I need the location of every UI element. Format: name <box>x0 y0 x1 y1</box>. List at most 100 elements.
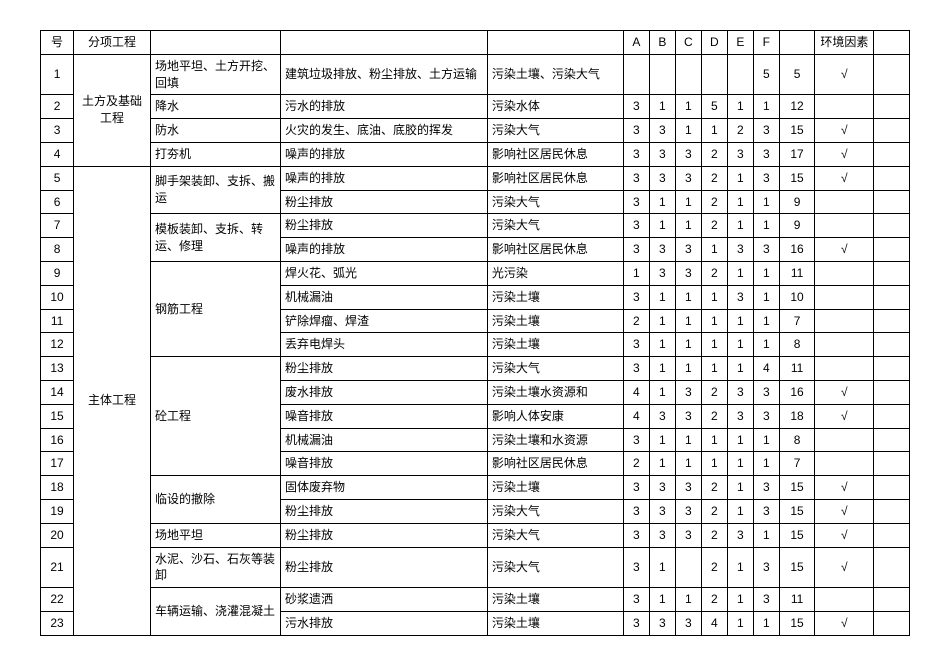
cell-num: 11 <box>41 309 74 333</box>
cell-E <box>727 54 753 95</box>
table-row: 5 主体工程 脚手架装卸、支拆、搬运 噪声的排放 影响社区居民休息 3 3 3 … <box>41 166 910 190</box>
cell-sub: 砼工程 <box>150 357 280 476</box>
cell-env: √ <box>815 142 874 166</box>
cell-sum: 12 <box>779 95 814 119</box>
cell-E: 3 <box>727 238 753 262</box>
table-row: 1 土方及基础工程 场地平坦、土方开挖、回填 建筑垃圾排放、粉尘排放、土方运输 … <box>41 54 910 95</box>
cell-sub: 场地平坦、土方开挖、回填 <box>150 54 280 95</box>
cell-sub: 降水 <box>150 95 280 119</box>
cell-sub: 车辆运输、浇灌混凝土 <box>150 588 280 636</box>
cell-eff: 污染土壤 <box>487 309 623 333</box>
cell-last <box>874 452 910 476</box>
cell-sum: 11 <box>779 357 814 381</box>
cell-A: 3 <box>623 190 649 214</box>
cell-sub: 临设的撤除 <box>150 476 280 524</box>
cell-sum: 7 <box>779 452 814 476</box>
cell-A: 3 <box>623 119 649 143</box>
cell-F: 3 <box>753 166 779 190</box>
cell-C: 3 <box>675 611 701 635</box>
header-row: 号 分项工程 A B C D E F 环境因素 <box>41 31 910 55</box>
cell-eff: 污染土壤 <box>487 476 623 500</box>
cell-F: 1 <box>753 261 779 285</box>
cell-env <box>815 309 874 333</box>
cell-env: √ <box>815 523 874 547</box>
cell-sum: 16 <box>779 380 814 404</box>
cell-num: 8 <box>41 238 74 262</box>
cell-proj2: 主体工程 <box>74 166 151 635</box>
cell-C: 1 <box>675 190 701 214</box>
cell-C: 1 <box>675 95 701 119</box>
cell-env: √ <box>815 54 874 95</box>
cell-num: 17 <box>41 452 74 476</box>
cell-C: 1 <box>675 588 701 612</box>
h-proj: 分项工程 <box>74 31 151 55</box>
h-sum <box>779 31 814 55</box>
cell-C: 3 <box>675 261 701 285</box>
cell-desc: 粉尘排放 <box>280 357 487 381</box>
cell-C: 3 <box>675 523 701 547</box>
cell-sum: 17 <box>779 142 814 166</box>
cell-B: 1 <box>649 452 675 476</box>
h-E: E <box>727 31 753 55</box>
cell-sub: 模板装卸、支拆、转运、修理 <box>150 214 280 262</box>
cell-B: 1 <box>649 214 675 238</box>
cell-num: 7 <box>41 214 74 238</box>
cell-last <box>874 214 910 238</box>
cell-A: 3 <box>623 95 649 119</box>
cell-last <box>874 309 910 333</box>
cell-sum: 18 <box>779 404 814 428</box>
cell-desc: 噪声的排放 <box>280 238 487 262</box>
cell-A: 3 <box>623 611 649 635</box>
cell-D: 2 <box>701 588 727 612</box>
cell-last <box>874 547 910 588</box>
cell-B: 1 <box>649 190 675 214</box>
cell-F: 3 <box>753 547 779 588</box>
cell-A: 2 <box>623 309 649 333</box>
cell-num: 22 <box>41 588 74 612</box>
h-D: D <box>701 31 727 55</box>
cell-B: 3 <box>649 119 675 143</box>
cell-B: 1 <box>649 357 675 381</box>
cell-D: 5 <box>701 95 727 119</box>
cell-eff: 影响社区居民休息 <box>487 166 623 190</box>
cell-sub: 脚手架装卸、支拆、搬运 <box>150 166 280 214</box>
cell-eff: 影响社区居民休息 <box>487 238 623 262</box>
cell-num: 6 <box>41 190 74 214</box>
table-row: 4 打夯机 噪声的排放 影响社区居民休息 3 3 3 2 3 3 17 √ <box>41 142 910 166</box>
cell-F: 3 <box>753 404 779 428</box>
cell-C <box>675 547 701 588</box>
cell-E: 3 <box>727 142 753 166</box>
cell-A: 4 <box>623 404 649 428</box>
cell-D: 2 <box>701 380 727 404</box>
cell-F: 1 <box>753 285 779 309</box>
cell-sub: 打夯机 <box>150 142 280 166</box>
cell-F: 3 <box>753 380 779 404</box>
table-row: 3 防水 火灾的发生、底油、底胶的挥发 污染大气 3 3 1 1 2 3 15 … <box>41 119 910 143</box>
cell-num: 5 <box>41 166 74 190</box>
cell-D: 2 <box>701 261 727 285</box>
cell-eff: 污染土壤 <box>487 285 623 309</box>
h-B: B <box>649 31 675 55</box>
cell-eff: 污染大气 <box>487 547 623 588</box>
cell-sum: 15 <box>779 611 814 635</box>
cell-D: 2 <box>701 547 727 588</box>
cell-B: 3 <box>649 142 675 166</box>
cell-A: 3 <box>623 214 649 238</box>
cell-A: 3 <box>623 285 649 309</box>
cell-B: 1 <box>649 333 675 357</box>
cell-num: 4 <box>41 142 74 166</box>
cell-desc: 机械漏油 <box>280 285 487 309</box>
cell-last <box>874 499 910 523</box>
cell-C: 1 <box>675 428 701 452</box>
cell-eff: 污染大气 <box>487 499 623 523</box>
cell-num: 2 <box>41 95 74 119</box>
cell-E: 1 <box>727 499 753 523</box>
cell-env <box>815 428 874 452</box>
cell-D <box>701 54 727 95</box>
cell-sum: 15 <box>779 476 814 500</box>
cell-F: 3 <box>753 588 779 612</box>
cell-E: 1 <box>727 452 753 476</box>
cell-eff: 影响社区居民休息 <box>487 452 623 476</box>
cell-num: 14 <box>41 380 74 404</box>
cell-proj1: 土方及基础工程 <box>74 54 151 166</box>
